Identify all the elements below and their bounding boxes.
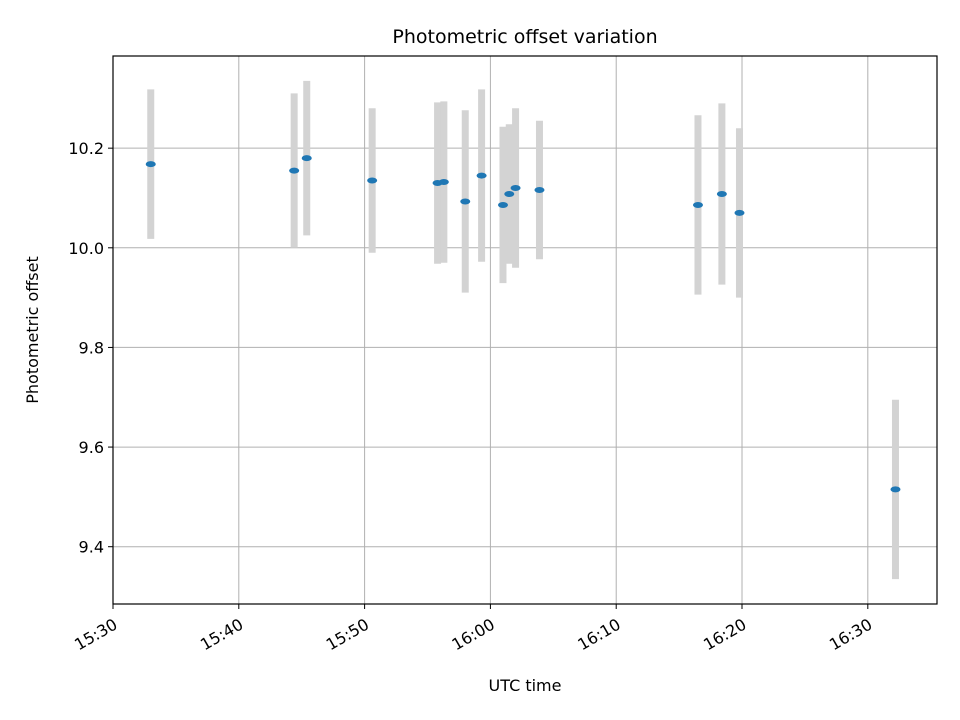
- data-point: [534, 187, 545, 194]
- y-tick-label: 9.6: [79, 438, 104, 457]
- y-tick-label: 10.2: [68, 139, 104, 158]
- data-point: [734, 209, 745, 216]
- data-point: [497, 201, 508, 208]
- y-axis-label: Photometric offset: [23, 256, 42, 404]
- data-point: [510, 185, 521, 192]
- data-point: [145, 161, 156, 168]
- data-point: [289, 167, 300, 174]
- y-tick-label: 9.4: [79, 538, 104, 557]
- y-tick-label: 10.0: [68, 239, 104, 258]
- data-point: [460, 198, 471, 205]
- grid: [112, 56, 937, 604]
- chart-title: Photometric offset variation: [392, 26, 657, 48]
- data-points: [145, 155, 901, 493]
- x-axis-label: UTC time: [489, 676, 562, 695]
- data-point: [890, 486, 901, 493]
- data-point: [504, 190, 515, 197]
- data-point: [692, 201, 703, 208]
- data-point: [716, 190, 727, 197]
- data-point: [367, 177, 378, 184]
- plot-frame: [112, 55, 938, 605]
- y-axis: 9.4 9.6 9.8 10.0 10.2: [68, 139, 113, 557]
- data-point: [476, 172, 487, 179]
- y-tick-label: 9.8: [79, 338, 104, 357]
- data-point: [301, 155, 312, 162]
- data-point: [438, 179, 449, 186]
